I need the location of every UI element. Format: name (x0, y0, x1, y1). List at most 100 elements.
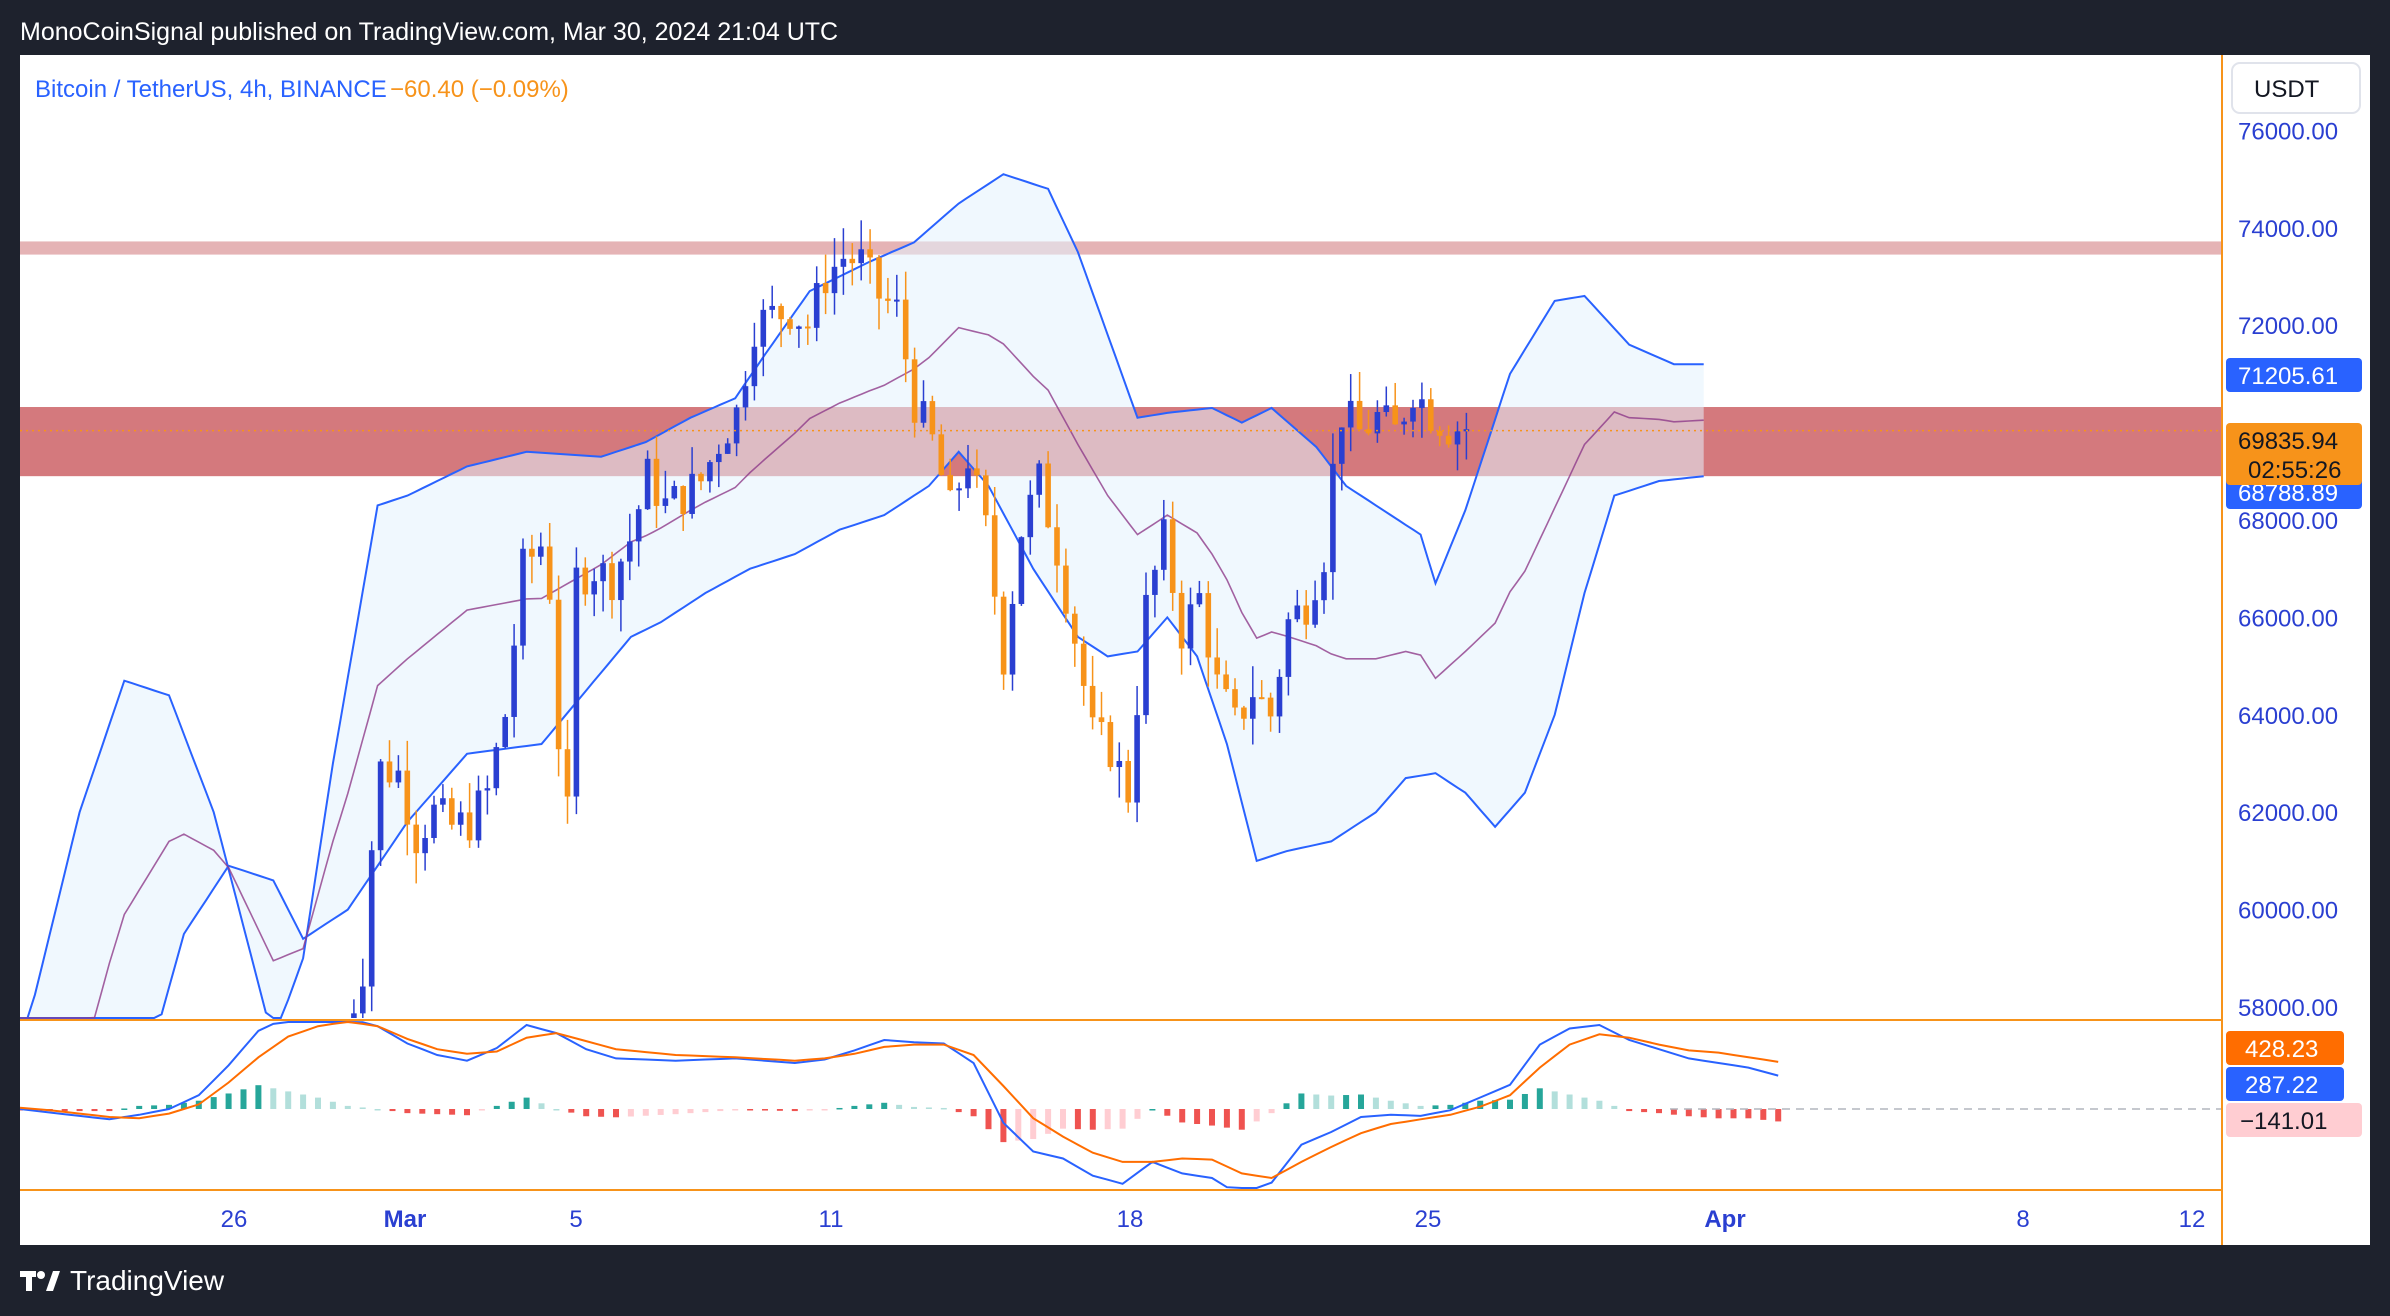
time-tick-label: 11 (819, 1206, 844, 1233)
signal-value-label: 428.23 (2226, 1031, 2344, 1065)
candle-body (493, 747, 500, 789)
macd-histogram-bar (1372, 1097, 1379, 1109)
candle-body (635, 509, 642, 542)
legend-change: −60.40 (−0.09%) (390, 76, 569, 103)
candle-body (564, 749, 571, 797)
macd-histogram-bar (493, 1105, 500, 1109)
time-tick-label: Apr (1704, 1206, 1745, 1233)
macd-histogram-bar (91, 1109, 98, 1112)
candle-body (1125, 760, 1131, 803)
footer: TradingView (20, 1256, 224, 1306)
macd-histogram-bar (1566, 1094, 1573, 1109)
candle-body (360, 986, 366, 1014)
macd-histogram-bar (1626, 1109, 1633, 1112)
legend-symbol: Bitcoin / TetherUS, 4h, BINANCE (35, 76, 387, 103)
candle-body (1303, 605, 1309, 625)
macd-histogram-bar (1119, 1109, 1126, 1129)
candle-body (813, 283, 820, 328)
candle-body (1347, 400, 1354, 428)
macd-histogram-bar (1164, 1109, 1171, 1116)
candle-body (991, 515, 998, 597)
candle-body (716, 453, 722, 463)
macd-histogram-bar (61, 1109, 68, 1112)
candle-body (1401, 421, 1407, 425)
bollinger-lower-line (20, 450, 1704, 1019)
candle-body (1187, 604, 1194, 649)
macd-histogram-bar (1358, 1094, 1364, 1109)
currency-button[interactable]: USDT (2231, 62, 2361, 114)
chart-area[interactable]: 76000.00 74000.00 72000.00 68000.00 66000.00… (20, 55, 2370, 1245)
macd-histogram-bar (762, 1109, 768, 1111)
candle-body (609, 563, 615, 601)
candle-body (1321, 572, 1327, 601)
candle-body (1214, 657, 1220, 675)
macd-histogram-bar (1715, 1109, 1722, 1119)
candle-body (876, 257, 882, 299)
candle-body (546, 546, 553, 600)
published-header: MonoCoinSignal published on TradingView.… (0, 0, 2390, 54)
candle-body (1063, 565, 1069, 614)
chart-svg[interactable]: 76000.00 74000.00 72000.00 68000.00 66000.00… (20, 55, 2370, 1245)
macd-histogram-bar (1134, 1109, 1141, 1119)
last-price-label: 69835.94 02:55:26 (2226, 423, 2362, 485)
macd-value-text: 287.22 (2245, 1072, 2318, 1099)
candle-body (1036, 463, 1042, 495)
candle-body (1134, 715, 1140, 803)
candle-body (1098, 717, 1105, 723)
candle-body (582, 567, 589, 595)
candle-body (484, 788, 491, 791)
candle-body (769, 305, 775, 310)
macd-histogram-bar (478, 1109, 485, 1111)
macd-histogram-bar (717, 1109, 724, 1112)
price-tick-label: 58000.00 (2238, 995, 2338, 1022)
time-tick-label: 18 (1117, 1206, 1144, 1233)
candle-body (1054, 527, 1060, 566)
macd-histogram-bar (315, 1097, 321, 1109)
macd-histogram-bar (1775, 1109, 1782, 1122)
macd-histogram-bar (1596, 1100, 1603, 1109)
macd-histogram-bar (970, 1109, 977, 1117)
macd-histogram-bar (240, 1089, 247, 1109)
hist-value-label: −141.01 (2226, 1103, 2362, 1137)
macd-histogram-bar (210, 1097, 217, 1109)
candle-body (404, 770, 411, 825)
macd-histogram-bar (821, 1109, 828, 1111)
upper-band-label-text: 71205.61 (2238, 363, 2338, 390)
candle-body (422, 837, 428, 854)
price-tick-label: 62000.00 (2238, 800, 2338, 827)
candle-body (733, 407, 740, 444)
macd-histogram-bar (344, 1105, 351, 1109)
macd-histogram-bar (1700, 1109, 1707, 1118)
macd-histogram-bar (806, 1109, 813, 1111)
macd-histogram-bar (1268, 1109, 1275, 1114)
signal-line (20, 1020, 1779, 1180)
candle-body (1330, 463, 1336, 573)
candle-body (974, 468, 980, 476)
macd-histogram-bar (1238, 1109, 1245, 1130)
candle-body (1312, 600, 1318, 625)
candle-body (911, 359, 918, 423)
price-tick-label: 60000.00 (2238, 898, 2338, 925)
candle-body (885, 298, 891, 301)
macd-histogram-bar (657, 1109, 664, 1115)
price-tick-label: 68000.00 (2238, 508, 2338, 535)
candle-body (671, 486, 678, 499)
resistance-zone (20, 241, 2222, 255)
candle-body (1392, 405, 1398, 425)
macd-histogram-bar (791, 1109, 798, 1112)
currency-button-label: USDT (2254, 76, 2320, 103)
candle-body (1436, 430, 1443, 436)
time-tick-label: 12 (2179, 1206, 2206, 1233)
macd-histogram-bar (166, 1104, 172, 1109)
candle-body (1250, 697, 1256, 719)
macd-histogram-bar (1253, 1109, 1260, 1122)
candle-body (724, 443, 731, 454)
macd-histogram-bar (1209, 1109, 1215, 1126)
macd-histogram-bar (464, 1109, 470, 1116)
price-tick-label: 64000.00 (2238, 703, 2338, 730)
candle-body (449, 798, 455, 825)
signal-value-text: 428.23 (2245, 1036, 2318, 1063)
candle-body (689, 473, 695, 514)
candle-body (778, 305, 784, 320)
macd-histogram-bar (613, 1109, 619, 1118)
